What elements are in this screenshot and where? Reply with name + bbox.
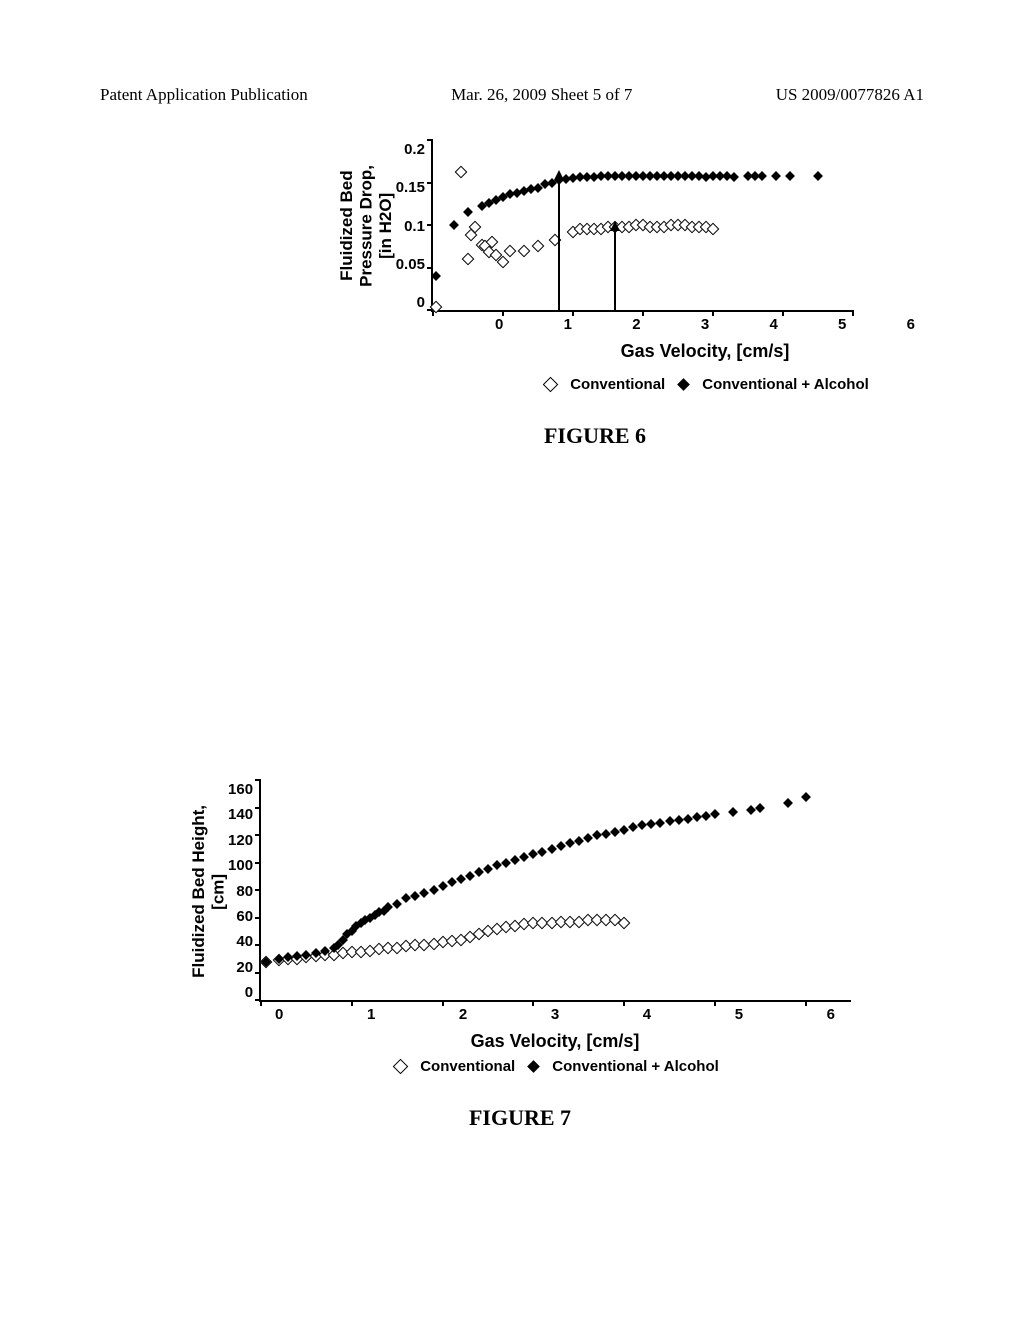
xtick-label: 0	[495, 316, 503, 333]
legend-label: Conventional	[420, 1058, 515, 1075]
data-point-conventional	[518, 244, 531, 257]
data-point-conventional-alcohol	[465, 871, 475, 881]
arrow-icon	[614, 229, 616, 310]
page-header: Patent Application Publication Mar. 26, …	[0, 85, 1024, 105]
ylabel-line: [in H2O]	[376, 193, 395, 259]
arrow-icon	[558, 178, 560, 310]
data-point-conventional-alcohol	[565, 838, 575, 848]
data-point-conventional-alcohol	[755, 803, 765, 813]
xtick-label: 4	[643, 1006, 651, 1023]
ylabel-line: Fluidized Bed Height,	[189, 805, 208, 978]
data-point-conventional-alcohol	[646, 819, 656, 829]
ytick-label: 120	[228, 832, 253, 849]
chart2-xticks: 0 1 2 3 4 5 6	[275, 1006, 835, 1023]
chart2-xlabel: Gas Velocity, [cm/s]	[471, 1031, 640, 1052]
ytick-label: 60	[236, 908, 253, 925]
ytick-label: 20	[236, 959, 253, 976]
chart2-legend: Conventional Conventional + Alcohol	[391, 1058, 719, 1075]
data-point-conventional-alcohol	[785, 171, 795, 181]
data-point-conventional-alcohol	[728, 807, 738, 817]
data-point-conventional-alcohol	[592, 830, 602, 840]
xtick-label: 2	[632, 316, 640, 333]
legend-label: Conventional + Alcohol	[552, 1058, 719, 1075]
figure-7: Fluidized Bed Height, [cm] 1601401201008…	[125, 780, 915, 1131]
data-point-conventional-alcohol	[674, 815, 684, 825]
chart2-ylabel: Fluidized Bed Height, [cm]	[189, 805, 228, 978]
data-point-conventional-alcohol	[701, 811, 711, 821]
ylabel-line: [cm]	[208, 873, 227, 909]
data-point-conventional-alcohol	[637, 820, 647, 830]
figure-6: Fluidized Bed Pressure Drop, [in H2O] 0.…	[275, 140, 915, 449]
ytick-label: 0	[417, 294, 425, 311]
ytick-label: 80	[236, 883, 253, 900]
figure-6-caption: FIGURE 6	[544, 423, 646, 449]
ytick-label: 100	[228, 857, 253, 874]
data-point-conventional-alcohol	[783, 798, 793, 808]
xtick-label: 3	[701, 316, 709, 333]
data-point-conventional-alcohol	[537, 847, 547, 857]
chart2-yticks: 160 140 120 100 80 60 40 20 0	[228, 781, 259, 1001]
chart2-plot-area	[259, 780, 851, 1002]
xtick-label: 3	[551, 1006, 559, 1023]
data-point-conventional-alcohol	[431, 271, 441, 281]
data-point-conventional-alcohol	[813, 171, 823, 181]
data-point-conventional-alcohol	[757, 171, 767, 181]
ytick-label: 0.15	[396, 179, 425, 196]
data-point-conventional-alcohol	[429, 885, 439, 895]
diamond-filled-icon	[527, 1060, 540, 1073]
xtick-label: 6	[907, 316, 915, 333]
data-point-conventional-alcohol	[665, 816, 675, 826]
data-point-conventional-alcohol	[710, 809, 720, 819]
legend-label: Conventional	[570, 376, 665, 393]
ytick-label: 40	[236, 933, 253, 950]
data-point-conventional	[504, 244, 517, 257]
chart1-xlabel: Gas Velocity, [cm/s]	[495, 341, 915, 362]
legend-label: Conventional + Alcohol	[702, 376, 869, 393]
data-point-conventional-alcohol	[392, 899, 402, 909]
data-point-conventional-alcohol	[655, 818, 665, 828]
chart1-xticks: 0 1 2 3 4 5 6	[495, 316, 915, 333]
diamond-open-icon	[543, 377, 559, 393]
chart1-yticks: 0.2 0.15 0.1 0.05 0	[396, 141, 431, 311]
header-right: US 2009/0077826 A1	[776, 85, 924, 105]
chart1-plot-area	[431, 140, 853, 312]
data-point-conventional-alcohol	[771, 171, 781, 181]
xtick-label: 2	[459, 1006, 467, 1023]
figure-7-caption: FIGURE 7	[469, 1105, 571, 1131]
data-point-conventional	[532, 240, 545, 253]
ylabel-line: Pressure Drop,	[357, 165, 376, 287]
ytick-label: 140	[228, 806, 253, 823]
xtick-label: 1	[564, 316, 572, 333]
xtick-label: 5	[838, 316, 846, 333]
data-point-conventional-alcohol	[601, 829, 611, 839]
ytick-label: 0.1	[404, 218, 425, 235]
data-point-conventional-alcohol	[449, 220, 459, 230]
data-point-conventional-alcohol	[463, 207, 473, 217]
ytick-label: 0.2	[404, 141, 425, 158]
data-point-conventional	[455, 166, 468, 179]
header-center: Mar. 26, 2009 Sheet 5 of 7	[451, 85, 632, 105]
chart1-legend: Conventional Conventional + Alcohol	[495, 376, 915, 393]
xtick-label: 5	[735, 1006, 743, 1023]
xtick-label: 0	[275, 1006, 283, 1023]
header-left: Patent Application Publication	[100, 85, 308, 105]
data-point-conventional-alcohol	[801, 792, 811, 802]
data-point-conventional-alcohol	[692, 812, 702, 822]
ylabel-line: Fluidized Bed	[337, 171, 356, 282]
data-point-conventional-alcohol	[483, 864, 493, 874]
chart1-ylabel: Fluidized Bed Pressure Drop, [in H2O]	[337, 165, 396, 287]
diamond-open-icon	[393, 1059, 409, 1075]
diamond-filled-icon	[677, 378, 690, 391]
ytick-label: 0.05	[396, 256, 425, 273]
xtick-label: 6	[827, 1006, 835, 1023]
ytick-label: 0	[245, 984, 253, 1001]
data-point-conventional-alcohol	[729, 172, 739, 182]
data-point-conventional-alcohol	[628, 822, 638, 832]
xtick-label: 4	[769, 316, 777, 333]
xtick-label: 1	[367, 1006, 375, 1023]
data-point-conventional-alcohol	[683, 814, 693, 824]
ytick-label: 160	[228, 781, 253, 798]
data-point-conventional	[462, 253, 475, 266]
